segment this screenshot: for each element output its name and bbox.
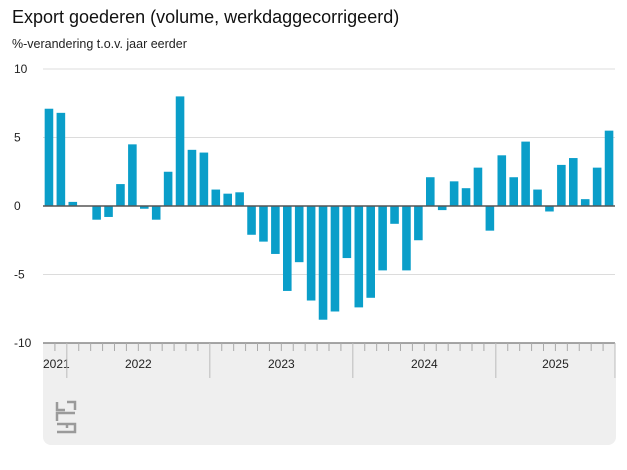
bar [557,164,566,206]
y-axis-label: %-verandering t.o.v. jaar eerder [12,37,187,51]
bar [485,206,495,231]
bar [175,96,185,206]
bar [330,206,340,312]
bar [390,206,399,224]
bar [354,206,364,308]
bar [116,184,125,206]
y-tick-label: -5 [14,268,25,282]
bar [414,206,423,241]
bar [92,206,101,220]
bar [151,206,161,220]
bar [569,158,578,206]
bar [163,171,173,206]
bar [509,177,518,206]
bar [473,167,483,206]
bar [521,141,530,206]
bar [235,192,244,206]
bar [104,206,113,217]
x-year-label: 2024 [411,357,438,371]
y-tick-label: -10 [14,336,32,350]
bar [211,189,221,206]
bar [497,155,507,206]
bar [44,108,54,206]
footer-panel [43,378,616,445]
bar [247,206,256,235]
bar [437,206,447,211]
y-tick-label: 5 [14,131,21,145]
bar [604,130,614,206]
y-tick-label: 0 [14,199,21,213]
bar [128,144,137,206]
chart-title: Export goederen (volume, werkdaggecorrig… [12,7,400,27]
x-year-label: 2025 [542,357,569,371]
bar [306,206,316,301]
bar [223,193,232,206]
bar [342,206,352,259]
x-year-label: 2022 [125,357,152,371]
bar [378,206,387,271]
bar [449,181,459,206]
x-year-label: 2021 [43,357,70,371]
bar [426,177,435,206]
bar [199,152,209,206]
bar [140,206,149,209]
bar [402,206,411,271]
bar [56,112,66,206]
cbs-logo-icon [55,400,77,434]
bar-chart: 10 5 0 -5 -10 2021 2022 2023 2024 2025 [14,62,616,378]
bar [592,167,602,206]
bar [187,149,197,206]
bar [283,206,292,291]
bar [545,206,554,212]
bar [318,206,328,320]
bar [68,201,78,206]
bar [271,206,280,254]
bar [259,206,268,242]
bar [294,206,304,263]
x-year-label: 2023 [268,357,295,371]
bar [366,206,375,298]
y-tick-label: 10 [14,62,28,76]
bar [461,188,471,206]
bar [533,189,542,206]
bar [580,199,590,206]
